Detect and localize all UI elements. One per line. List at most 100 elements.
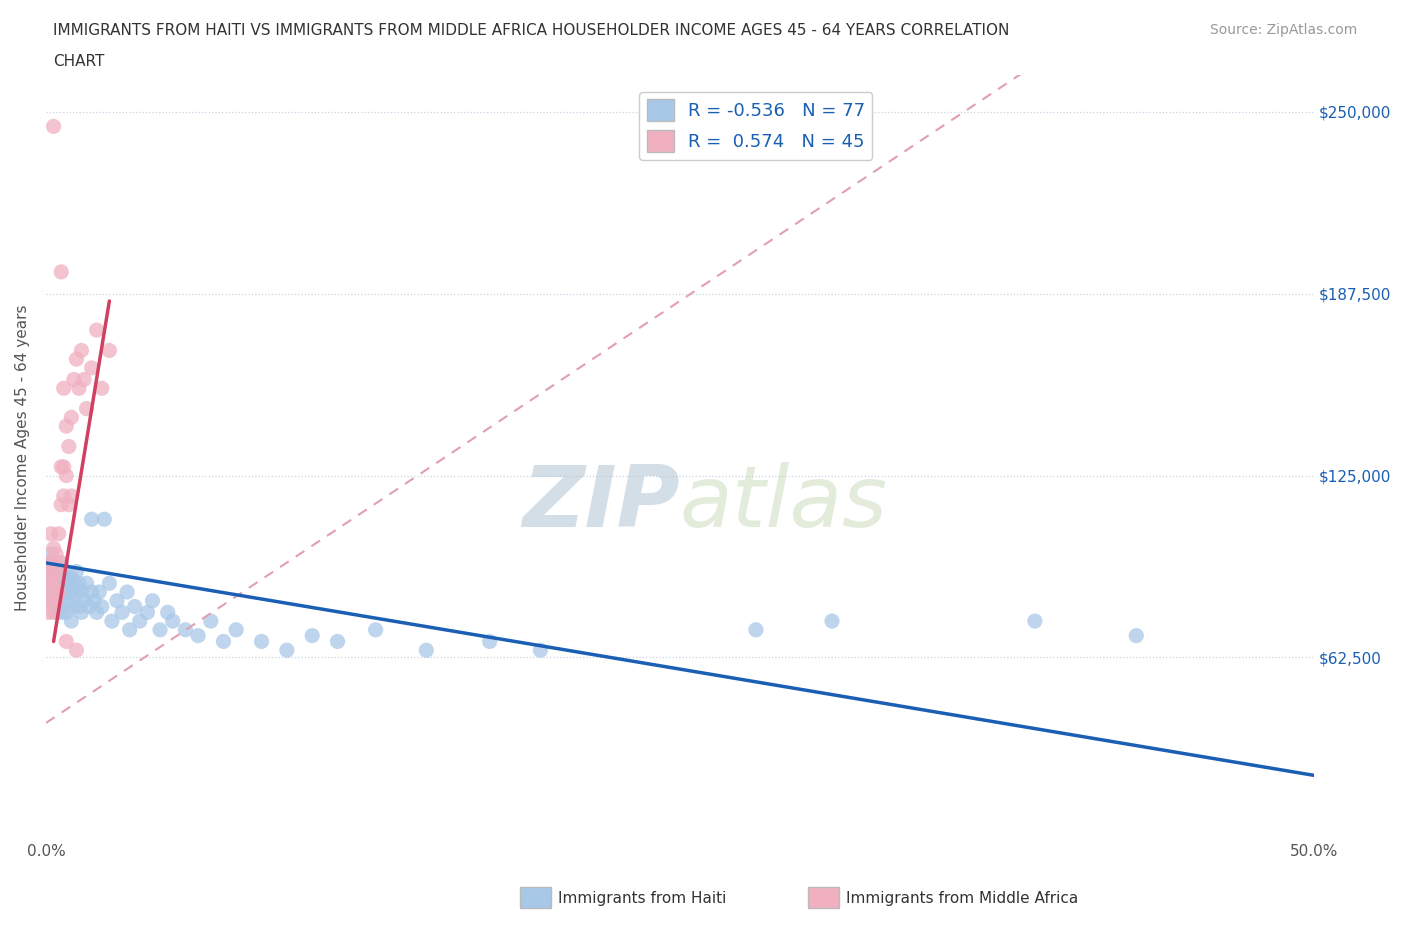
Point: [55, 418, 77, 433]
Point: [63, 576, 86, 591]
Point: [156, 604, 179, 619]
Point: [86, 323, 108, 338]
Point: [60, 614, 83, 629]
Point: [48, 599, 70, 614]
Point: [162, 614, 184, 629]
Point: [65, 585, 87, 600]
Point: [73, 593, 96, 608]
Point: [52, 565, 75, 579]
Point: [45, 585, 67, 600]
Point: [93, 512, 115, 526]
Point: [48, 565, 70, 579]
Point: [52, 593, 75, 608]
Point: [225, 622, 247, 637]
Point: [149, 622, 172, 637]
Legend: R = -0.536   N = 77, R =  0.574   N = 45: R = -0.536 N = 77, R = 0.574 N = 45: [640, 92, 873, 160]
Point: [276, 643, 298, 658]
Point: [174, 622, 197, 637]
Point: [65, 565, 87, 579]
Point: [128, 614, 150, 629]
Point: [67, 381, 90, 396]
Point: [38, 570, 60, 585]
Point: [60, 488, 83, 503]
Point: [415, 643, 437, 658]
Point: [51, 555, 73, 570]
Point: [77, 599, 100, 614]
Point: [38, 576, 60, 591]
Point: [45, 604, 67, 619]
Point: [38, 570, 60, 585]
Point: [70, 343, 93, 358]
Point: [55, 468, 77, 483]
Point: [250, 634, 273, 649]
Point: [212, 634, 235, 649]
Point: [83, 593, 105, 608]
Point: [51, 555, 73, 570]
Point: [76, 401, 98, 416]
Point: [42, 593, 65, 608]
Point: [1024, 614, 1046, 629]
Point: [42, 119, 65, 134]
Point: [58, 576, 80, 591]
Point: [42, 565, 65, 579]
Point: [745, 622, 768, 637]
Point: [1125, 628, 1147, 643]
Point: [39, 547, 62, 562]
Point: [65, 643, 87, 658]
Point: [39, 526, 62, 541]
Point: [76, 576, 98, 591]
Point: [42, 555, 65, 570]
Point: [42, 576, 65, 591]
Point: [48, 585, 70, 600]
Point: [51, 459, 73, 474]
Point: [105, 593, 128, 608]
Point: [529, 643, 551, 658]
Point: [118, 622, 141, 637]
Point: [52, 488, 75, 503]
Point: [124, 599, 146, 614]
Text: atlas: atlas: [681, 461, 887, 545]
Point: [70, 604, 93, 619]
Point: [60, 410, 83, 425]
Point: [58, 498, 80, 512]
Point: [111, 604, 134, 619]
Point: [51, 498, 73, 512]
Point: [52, 576, 75, 591]
Point: [51, 604, 73, 619]
Point: [60, 585, 83, 600]
Point: [55, 570, 77, 585]
Point: [301, 628, 323, 643]
Point: [42, 585, 65, 600]
Point: [67, 599, 90, 614]
Point: [101, 614, 124, 629]
Point: [45, 570, 67, 585]
Point: [48, 565, 70, 579]
Point: [478, 634, 501, 649]
Text: Immigrants from Middle Africa: Immigrants from Middle Africa: [846, 891, 1078, 906]
Point: [80, 585, 103, 600]
Point: [51, 264, 73, 279]
Point: [45, 576, 67, 591]
Point: [98, 343, 121, 358]
Point: [39, 593, 62, 608]
Point: [55, 634, 77, 649]
Point: [326, 634, 349, 649]
Point: [38, 555, 60, 570]
Point: [90, 599, 112, 614]
Point: [60, 570, 83, 585]
Point: [42, 541, 65, 556]
Point: [38, 593, 60, 608]
Point: [86, 604, 108, 619]
Point: [98, 576, 121, 591]
Point: [115, 585, 138, 600]
Point: [38, 576, 60, 591]
Point: [821, 614, 844, 629]
Point: [89, 585, 111, 600]
Point: [65, 352, 87, 366]
Text: Source: ZipAtlas.com: Source: ZipAtlas.com: [1209, 23, 1357, 37]
Text: IMMIGRANTS FROM HAITI VS IMMIGRANTS FROM MIDDLE AFRICA HOUSEHOLDER INCOME AGES 4: IMMIGRANTS FROM HAITI VS IMMIGRANTS FROM…: [53, 23, 1010, 38]
Point: [39, 555, 62, 570]
Point: [58, 439, 80, 454]
Point: [58, 593, 80, 608]
Point: [48, 576, 70, 591]
